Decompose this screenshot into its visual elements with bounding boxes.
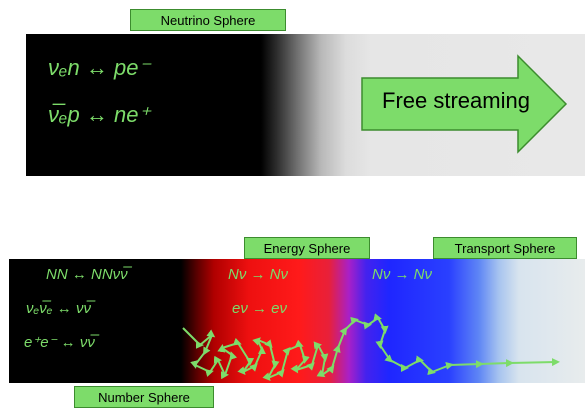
number-sphere-label: Number Sphere — [74, 386, 214, 408]
equation-electron-scattering: eν → eν — [232, 300, 288, 317]
energy-sphere-label: Energy Sphere — [244, 237, 370, 259]
equation-nucleon-scattering-blue: Nν → Nν — [372, 266, 432, 283]
equation-nucleon-scattering-red: Nν → Nν — [228, 266, 288, 283]
equation-neutrino-pair-annihilation: νₑν̅ₑ ↔ νν̅ — [26, 300, 91, 317]
neutrino-sphere-label: Neutrino Sphere — [130, 9, 286, 31]
equation-antineutrino-capture: ν̅ₑp ↔ ne⁺ — [48, 102, 151, 127]
right-arrow-icon — [361, 54, 568, 154]
equation-electron-neutrino-capture: νₑn ↔ pe⁻ — [48, 55, 151, 80]
free-streaming-label: Free streaming — [382, 88, 530, 113]
equation-nucleon-bremsstrahlung: NN ↔ NNνν̅ — [46, 266, 128, 283]
equation-electron-positron-annihilation: e⁺e⁻ ↔ νν̅ — [24, 334, 95, 351]
transport-sphere-label: Transport Sphere — [433, 237, 577, 259]
